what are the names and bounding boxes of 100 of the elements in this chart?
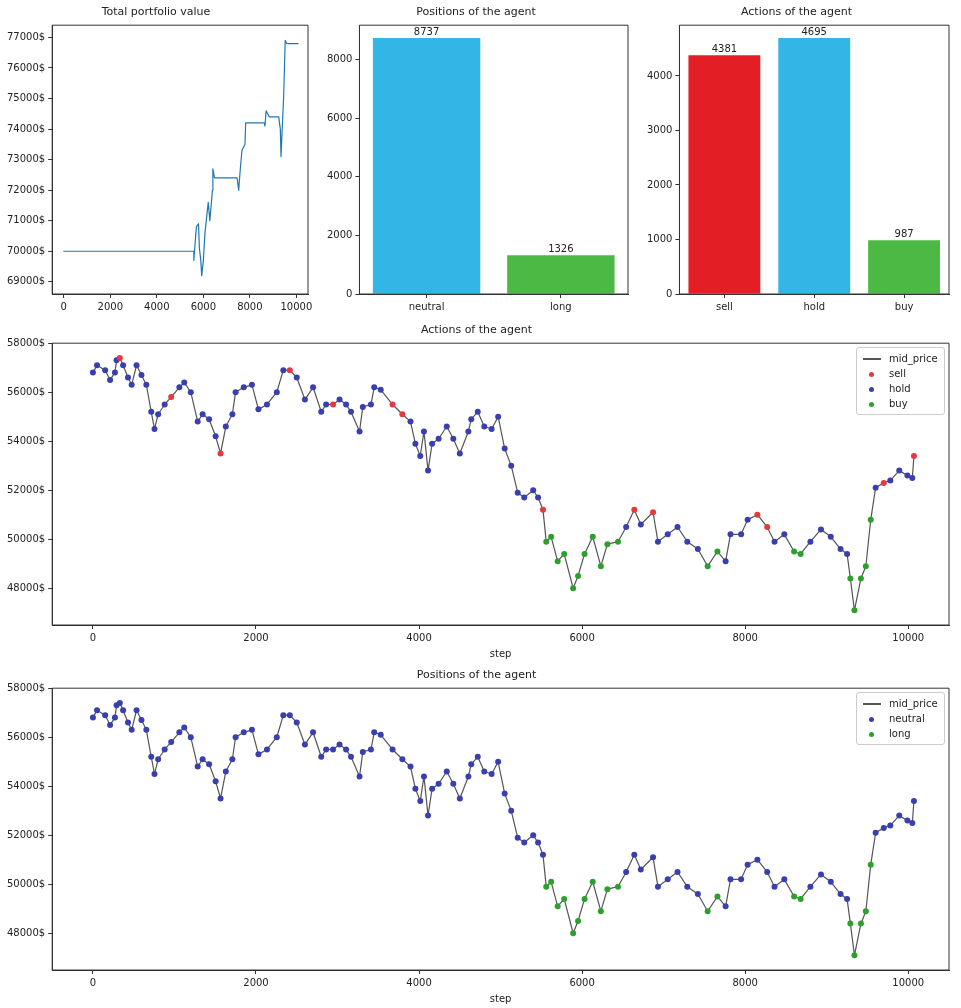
legend-label: buy xyxy=(889,398,908,410)
y-tick-label: 8000 xyxy=(327,53,353,65)
point xyxy=(614,538,621,545)
point xyxy=(714,893,721,900)
point xyxy=(704,908,711,915)
point xyxy=(704,563,711,570)
y-tick-label: 52000$ xyxy=(6,828,46,840)
x-tick-label: 6000 xyxy=(190,300,217,312)
point xyxy=(561,895,568,902)
x-tick-label: sell xyxy=(715,300,733,312)
point xyxy=(714,548,721,555)
data-label: 4695 xyxy=(801,25,827,37)
point xyxy=(570,930,577,937)
point xyxy=(797,895,804,902)
chart-title: Total portfolio value xyxy=(100,5,211,19)
x-tick-label: 10000 xyxy=(892,631,925,643)
y-tick-label: 50000$ xyxy=(6,532,46,544)
y-tick-label: 4000 xyxy=(647,69,673,81)
chart-title: Actions of the agent xyxy=(420,323,533,337)
y-tick-label: 48000$ xyxy=(6,926,46,938)
point xyxy=(847,575,854,582)
y-tick-label: 58000$ xyxy=(6,336,46,348)
x-tick-label: long xyxy=(550,300,572,312)
data-label: 8737 xyxy=(413,25,440,37)
point xyxy=(597,563,604,570)
x-tick-label: 4000 xyxy=(406,976,432,988)
y-tick-label: 70000$ xyxy=(6,244,46,256)
point xyxy=(857,575,864,582)
legend-label: mid_price xyxy=(889,698,938,710)
data-label: 987 xyxy=(894,227,914,239)
point xyxy=(631,506,638,513)
point xyxy=(791,548,798,555)
x-tick-label: 2000 xyxy=(243,976,269,988)
x-tick-label: 6000 xyxy=(569,976,595,988)
point xyxy=(554,558,561,565)
bar xyxy=(688,55,761,294)
point xyxy=(543,538,550,545)
data-label: 1326 xyxy=(548,242,574,254)
x-tick-label: neutral xyxy=(408,300,445,312)
point xyxy=(217,450,224,457)
y-tick-label: 72000$ xyxy=(6,183,46,195)
point xyxy=(764,523,771,530)
point xyxy=(543,883,550,890)
chart-title: Positions of the agent xyxy=(416,668,537,682)
point xyxy=(797,550,804,557)
x-tick-label: 6000 xyxy=(569,631,595,643)
x-tick-label: 4000 xyxy=(144,300,170,312)
point xyxy=(581,895,588,902)
x-tick-label: 2000 xyxy=(243,631,269,643)
chart-title: Actions of the agent xyxy=(740,5,853,19)
point xyxy=(604,541,611,548)
point xyxy=(650,509,657,516)
point xyxy=(539,506,546,513)
point xyxy=(548,533,555,540)
point xyxy=(575,917,582,924)
point xyxy=(554,903,561,910)
point xyxy=(548,878,555,885)
point xyxy=(168,394,175,401)
x-tick-label: hold xyxy=(803,300,826,312)
y-tick-label: 0 xyxy=(346,287,353,299)
point xyxy=(330,401,337,408)
y-tick-label: 74000$ xyxy=(6,122,46,134)
point xyxy=(754,511,761,518)
legend-label: long xyxy=(889,728,911,740)
y-tick-label: 54000$ xyxy=(6,779,46,791)
x-tick-label: 2000 xyxy=(97,300,124,312)
y-tick-label: 56000$ xyxy=(6,730,46,742)
point xyxy=(286,367,293,374)
point xyxy=(847,920,854,927)
y-tick-label: 4000 xyxy=(327,170,353,182)
legend-label: mid_price xyxy=(889,353,938,365)
x-tick-label: 0 xyxy=(89,631,97,643)
point xyxy=(880,479,887,486)
x-tick-label: 4000 xyxy=(406,631,432,643)
x-tick-label: buy xyxy=(894,300,914,312)
x-tick-label: 8000 xyxy=(732,631,758,643)
x-axis-title: step xyxy=(489,992,512,1004)
point xyxy=(857,920,864,927)
point xyxy=(851,952,858,959)
y-tick-label: 0 xyxy=(666,287,673,299)
point xyxy=(791,893,798,900)
point xyxy=(575,572,582,579)
y-tick-label: 76000$ xyxy=(6,61,46,73)
point xyxy=(862,563,869,570)
y-tick-label: 75000$ xyxy=(6,92,46,104)
data-label: 4381 xyxy=(711,42,738,54)
point xyxy=(604,886,611,893)
x-tick-label: 0 xyxy=(60,300,67,312)
point xyxy=(589,533,596,540)
point xyxy=(597,908,604,915)
bar xyxy=(868,240,941,294)
y-tick-label: 58000$ xyxy=(6,681,46,693)
x-tick-label: 0 xyxy=(89,976,97,988)
legend-label: hold xyxy=(889,383,911,395)
y-tick-label: 52000$ xyxy=(6,483,46,495)
x-tick-label: 10000 xyxy=(280,300,313,312)
legend-label: neutral xyxy=(889,713,925,725)
y-tick-label: 71000$ xyxy=(6,214,46,226)
y-tick-label: 6000 xyxy=(327,111,353,123)
bar xyxy=(778,38,851,294)
